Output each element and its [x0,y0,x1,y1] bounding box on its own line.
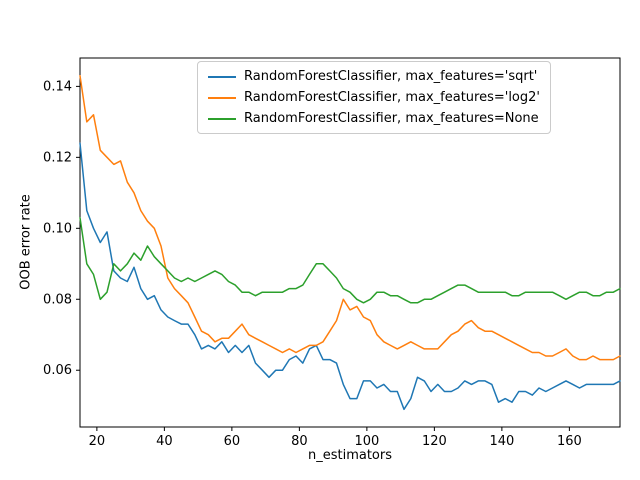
legend-item-log2: RandomForestClassifier, max_features='lo… [208,90,540,105]
x-axis-label: n_estimators [307,448,393,463]
legend-item-sqrt: RandomForestClassifier, max_features='sq… [208,69,540,84]
axes-frame [79,57,621,428]
legend-label-sqrt: RandomForestClassifier, max_features='sq… [244,69,538,84]
x-tick-label: 40 [156,434,173,449]
legend-line-sample-sqrt [208,75,236,78]
series-line-1 [79,74,621,361]
x-tick-label: 120 [422,434,447,449]
legend-label-log2: RandomForestClassifier, max_features='lo… [244,90,540,105]
y-tick-label: 0.10 [43,221,72,236]
x-tick-label: 160 [557,434,582,449]
legend: RandomForestClassifier, max_features='sq… [197,61,551,134]
legend-item-none: RandomForestClassifier, max_features=Non… [208,111,540,126]
x-tick-label: 140 [489,434,514,449]
x-tick-label: 60 [224,434,241,449]
legend-line-sample-none [208,117,236,120]
y-tick-label: 0.14 [43,79,72,94]
x-tick-label: 100 [354,434,379,449]
series-line-2 [79,216,621,304]
legend-line-sample-log2 [208,96,236,99]
y-axis-label: OOB error rate [18,194,34,290]
y-tick-label: 0.12 [43,150,72,165]
x-tick-label: 80 [291,434,308,449]
legend-label-none: RandomForestClassifier, max_features=Non… [244,111,539,126]
series-line-0 [79,142,621,411]
y-tick-label: 0.08 [43,292,72,307]
y-tick-label: 0.06 [43,363,72,378]
x-tick-label: 20 [89,434,106,449]
